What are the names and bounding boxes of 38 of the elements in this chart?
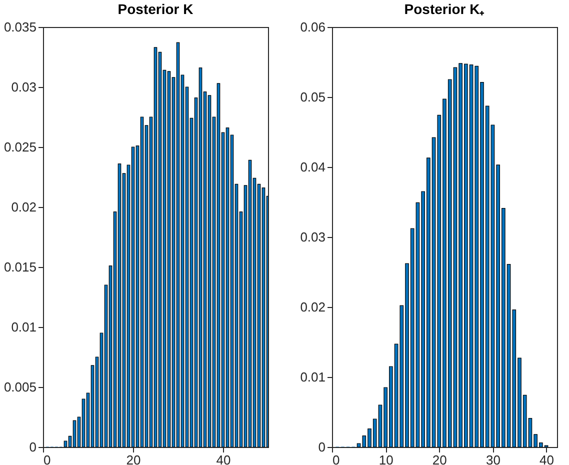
y-tick-label: 0 bbox=[318, 440, 326, 454]
y-tick-label: 0.03 bbox=[11, 80, 36, 94]
x-tick-label: 40 bbox=[540, 452, 554, 465]
bar bbox=[131, 146, 135, 447]
y-tick-label: 0.005 bbox=[4, 380, 36, 394]
y-tick-label: 0.06 bbox=[300, 20, 326, 34]
x-tick-label: 10 bbox=[378, 452, 394, 465]
y-tick-label: 0.02 bbox=[11, 200, 36, 214]
x-tick-label: 20 bbox=[126, 452, 141, 465]
bar bbox=[262, 188, 266, 447]
bar bbox=[198, 68, 202, 447]
y-tick-label: 0.01 bbox=[11, 320, 36, 334]
y-tick-label: 0.03 bbox=[300, 230, 326, 244]
y-tick-label: 0.035 bbox=[4, 20, 36, 34]
bar bbox=[208, 95, 212, 447]
bar bbox=[248, 160, 252, 447]
x-tick-label: 30 bbox=[486, 452, 500, 465]
y-tick-label: 0.015 bbox=[4, 260, 36, 274]
bar bbox=[154, 47, 158, 447]
chart-title: Posterior K bbox=[118, 1, 194, 17]
bar bbox=[72, 420, 76, 447]
y-tick-label: 0.02 bbox=[300, 300, 326, 314]
x-tick-label: 20 bbox=[432, 452, 447, 465]
y-tick-label: 0 bbox=[29, 440, 36, 454]
x-tick-label: 40 bbox=[216, 452, 231, 465]
y-tick-label: 0.05 bbox=[300, 90, 326, 104]
y-tick-label: 0.01 bbox=[300, 370, 326, 384]
bar bbox=[167, 71, 171, 447]
bar bbox=[140, 116, 144, 447]
bar bbox=[216, 83, 220, 447]
x-tick-label: 0 bbox=[332, 452, 340, 465]
x-tick-label: 0 bbox=[44, 452, 51, 465]
bar bbox=[176, 42, 180, 447]
y-tick-label: 0.025 bbox=[4, 140, 36, 154]
bar bbox=[118, 164, 122, 447]
chart-title: Posterior K₊ bbox=[404, 1, 485, 17]
y-tick-label: 0.04 bbox=[300, 160, 326, 174]
bar bbox=[226, 128, 230, 447]
